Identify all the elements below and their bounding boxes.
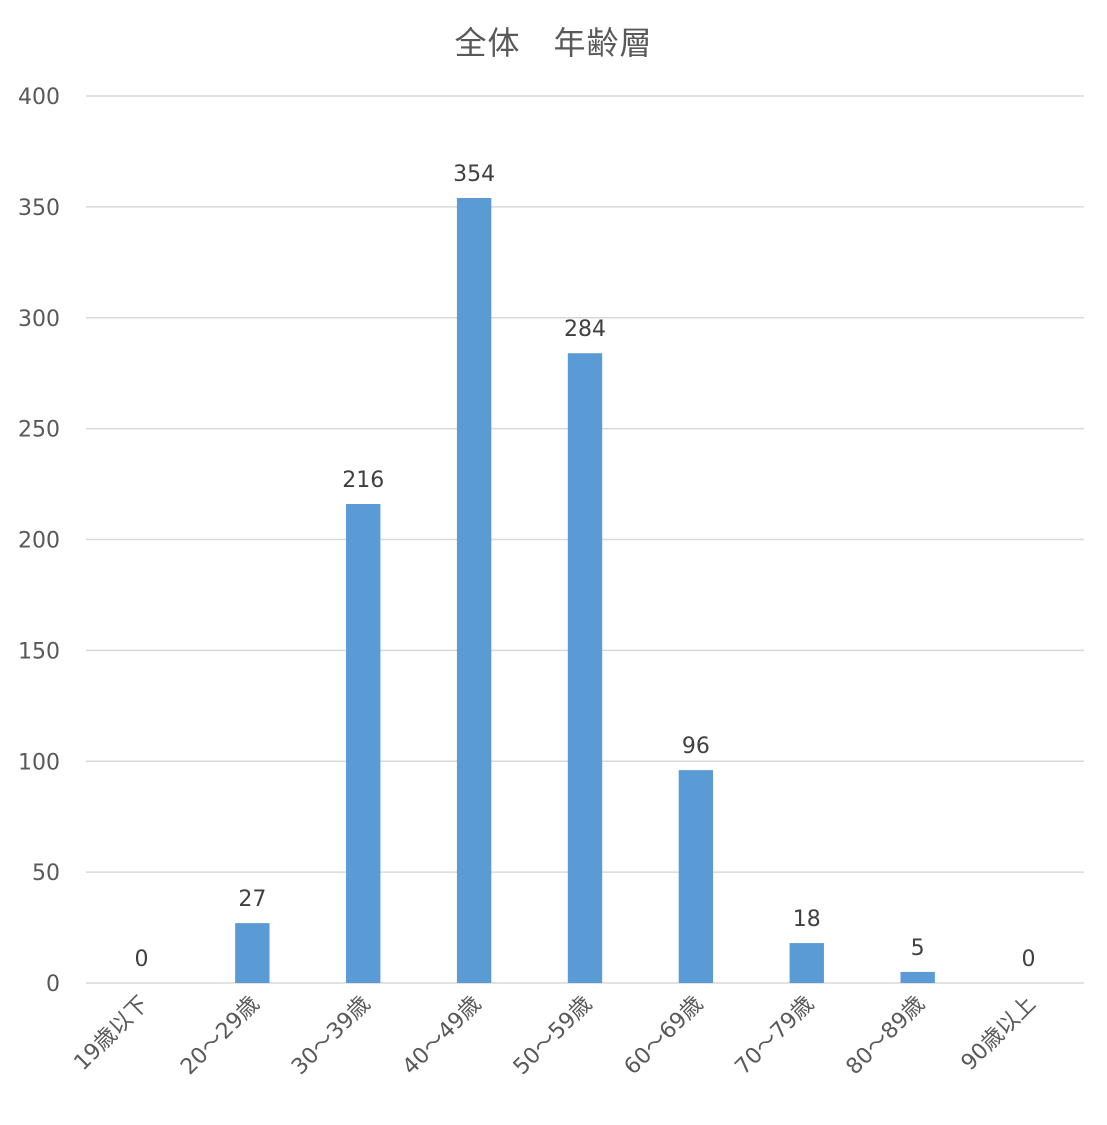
- chart-title: 全体 年齢層: [454, 24, 653, 62]
- x-tick-label: 80～89歳: [842, 992, 930, 1080]
- x-tick-label: 60～69歳: [620, 992, 708, 1080]
- y-tick-label: 50: [32, 861, 60, 886]
- bar: [678, 770, 714, 983]
- y-tick-label: 0: [46, 972, 60, 997]
- y-tick-label: 150: [18, 639, 60, 664]
- bar: [900, 971, 935, 983]
- y-tick-label: 350: [18, 196, 60, 221]
- data-label: 96: [682, 734, 710, 759]
- x-tick-label: 30～39歳: [287, 992, 375, 1080]
- data-label: 27: [238, 887, 266, 912]
- data-label: 284: [564, 317, 606, 342]
- x-tick-label: 50～59歳: [509, 992, 597, 1080]
- bar: [789, 943, 824, 983]
- y-tick-label: 200: [18, 529, 60, 554]
- x-tick-label: 40～49歳: [398, 992, 486, 1080]
- bar: [235, 923, 270, 983]
- data-label: 0: [1022, 947, 1036, 972]
- y-tick-label: 300: [18, 307, 60, 332]
- data-label: 18: [793, 907, 821, 932]
- y-tick-label: 250: [18, 418, 60, 443]
- x-tick-label: 70～79歳: [731, 992, 819, 1080]
- x-tick-label: 90歳以上: [957, 992, 1041, 1076]
- bar: [456, 198, 492, 983]
- x-tick-label: 20～29歳: [176, 992, 264, 1080]
- y-tick-label: 100: [18, 750, 60, 775]
- bar: [567, 353, 603, 984]
- data-label: 0: [134, 947, 148, 972]
- data-label: 5: [911, 936, 925, 961]
- y-tick-label: 400: [18, 85, 60, 110]
- bar: [346, 504, 381, 983]
- x-tick-label: 19歳以下: [70, 992, 154, 1076]
- data-label: 216: [342, 468, 384, 493]
- data-label: 354: [453, 162, 495, 187]
